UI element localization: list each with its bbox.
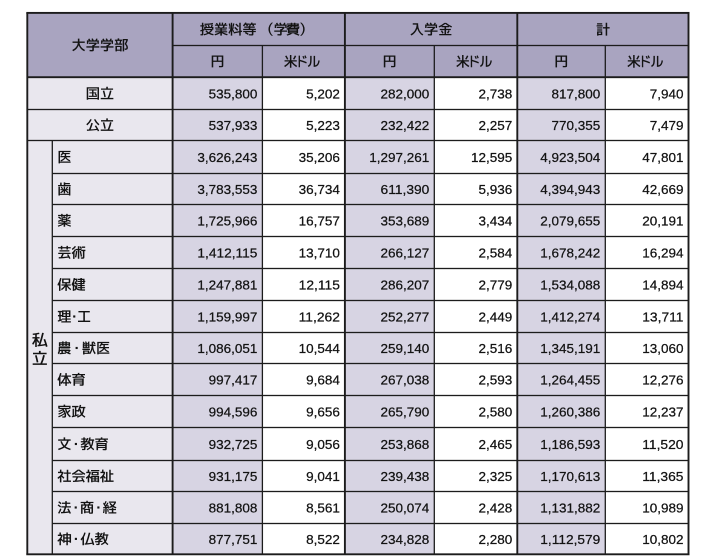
svg-text:234,828: 234,828 [381,532,430,547]
svg-text:11,262: 11,262 [299,309,340,324]
svg-text:10,802: 10,802 [642,532,683,547]
svg-text:47,801: 47,801 [642,150,683,165]
svg-text:1,264,455: 1,264,455 [540,372,600,387]
svg-text:266,127: 266,127 [381,245,430,260]
svg-text:2,325: 2,325 [479,469,513,484]
svg-text:3,783,553: 3,783,553 [197,182,257,197]
svg-text:931,175: 931,175 [209,469,258,484]
svg-text:2,280: 2,280 [479,532,513,547]
svg-text:13,711: 13,711 [642,309,683,324]
svg-text:36,734: 36,734 [299,182,340,197]
svg-text:2,580: 2,580 [479,404,513,419]
svg-text:1,297,261: 1,297,261 [369,150,429,165]
svg-text:286,207: 286,207 [381,277,430,292]
svg-text:1,112,579: 1,112,579 [540,532,600,547]
svg-text:12,237: 12,237 [642,404,683,419]
svg-text:1,412,274: 1,412,274 [540,309,600,324]
svg-text:1,159,997: 1,159,997 [197,309,257,324]
svg-text:817,800: 817,800 [552,86,601,101]
svg-text:14,894: 14,894 [642,277,683,292]
svg-text:8,561: 8,561 [306,500,340,515]
svg-text:881,808: 881,808 [209,500,258,515]
svg-text:535,800: 535,800 [209,86,258,101]
svg-text:253,868: 253,868 [381,437,430,452]
svg-text:2,593: 2,593 [479,372,513,387]
svg-text:12,115: 12,115 [299,277,340,292]
svg-text:20,191: 20,191 [642,213,683,228]
svg-text:353,689: 353,689 [381,213,430,228]
svg-text:5,223: 5,223 [306,118,340,133]
svg-text:1,186,593: 1,186,593 [540,437,600,452]
svg-text:13,060: 13,060 [642,341,683,356]
svg-text:1,131,882: 1,131,882 [540,500,600,515]
svg-text:10,544: 10,544 [299,341,340,356]
svg-text:994,596: 994,596 [209,404,258,419]
svg-text:537,933: 537,933 [209,118,258,133]
svg-text:7,940: 7,940 [650,86,684,101]
svg-text:239,438: 239,438 [381,469,430,484]
svg-text:12,276: 12,276 [642,372,683,387]
svg-text:877,751: 877,751 [209,532,258,547]
svg-text:9,656: 9,656 [306,404,340,419]
svg-text:997,417: 997,417 [209,372,258,387]
svg-text:35,206: 35,206 [299,150,340,165]
svg-text:259,140: 259,140 [381,341,430,356]
svg-text:1,086,051: 1,086,051 [197,341,257,356]
svg-text:2,465: 2,465 [479,437,513,452]
svg-text:11,520: 11,520 [642,437,683,452]
svg-text:1,725,966: 1,725,966 [197,213,257,228]
svg-text:3,434: 3,434 [479,213,513,228]
svg-text:250,074: 250,074 [381,500,430,515]
svg-text:9,056: 9,056 [306,437,340,452]
svg-text:770,355: 770,355 [552,118,601,133]
svg-text:1,412,115: 1,412,115 [197,245,257,260]
svg-text:252,277: 252,277 [381,309,430,324]
svg-text:932,725: 932,725 [209,437,258,452]
svg-text:5,936: 5,936 [479,182,513,197]
svg-text:1,170,613: 1,170,613 [540,469,600,484]
svg-text:2,428: 2,428 [479,500,513,515]
svg-text:42,669: 42,669 [642,182,683,197]
svg-text:7,479: 7,479 [650,118,684,133]
svg-text:1,247,881: 1,247,881 [197,277,257,292]
svg-text:2,584: 2,584 [479,245,513,260]
svg-text:1,678,242: 1,678,242 [540,245,600,260]
svg-text:8,522: 8,522 [306,532,340,547]
svg-text:265,790: 265,790 [381,404,430,419]
svg-text:9,041: 9,041 [306,469,340,484]
svg-text:611,390: 611,390 [381,182,430,197]
svg-text:3,626,243: 3,626,243 [197,150,257,165]
svg-text:267,038: 267,038 [381,372,430,387]
svg-text:4,923,504: 4,923,504 [540,150,600,165]
svg-text:13,710: 13,710 [299,245,340,260]
svg-text:5,202: 5,202 [306,86,340,101]
svg-text:11,365: 11,365 [642,469,683,484]
svg-text:1,260,386: 1,260,386 [540,404,600,419]
svg-text:4,394,943: 4,394,943 [540,182,600,197]
svg-text:2,738: 2,738 [479,86,513,101]
svg-text:2,779: 2,779 [479,277,513,292]
svg-text:2,516: 2,516 [479,341,513,356]
svg-text:2,257: 2,257 [479,118,513,133]
svg-text:2,449: 2,449 [479,309,513,324]
svg-text:1,345,191: 1,345,191 [540,341,600,356]
svg-text:1,534,088: 1,534,088 [540,277,600,292]
svg-text:232,422: 232,422 [381,118,430,133]
svg-text:16,294: 16,294 [642,245,683,260]
svg-text:16,757: 16,757 [299,213,340,228]
svg-text:12,595: 12,595 [471,150,512,165]
svg-text:282,000: 282,000 [381,86,430,101]
svg-text:10,989: 10,989 [642,500,683,515]
svg-text:2,079,655: 2,079,655 [540,213,600,228]
svg-text:9,684: 9,684 [306,372,340,387]
